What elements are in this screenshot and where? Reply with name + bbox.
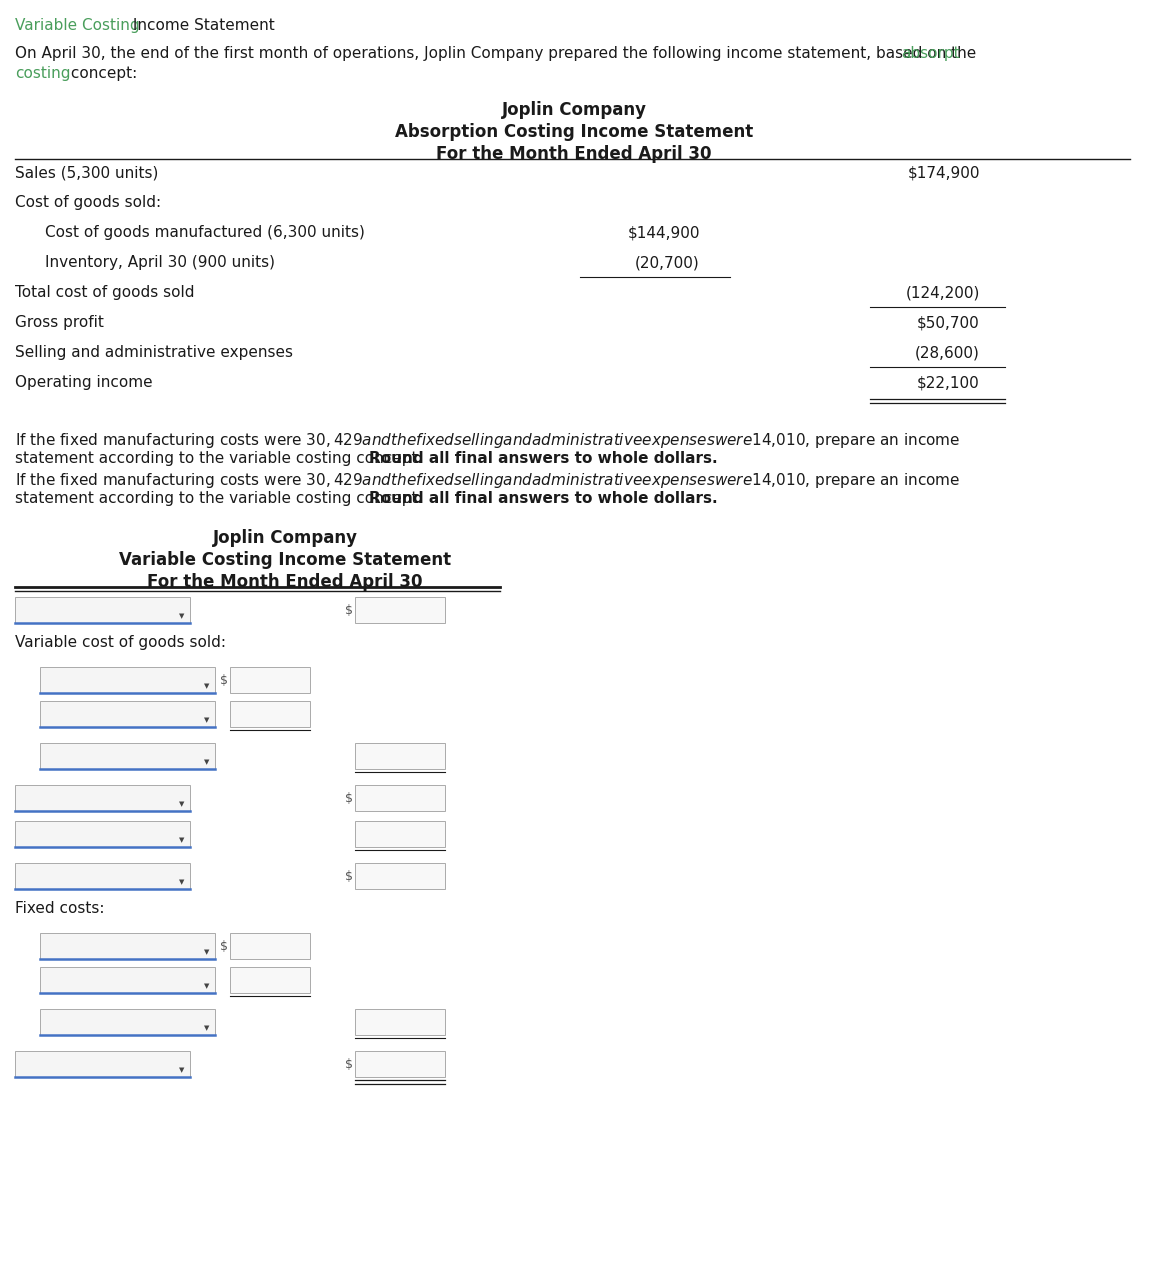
Text: Fixed costs:: Fixed costs:: [15, 901, 105, 916]
Text: absorpt: absorpt: [901, 46, 959, 61]
Bar: [40, 742, 215, 769]
Text: $144,900: $144,900: [627, 225, 700, 241]
Bar: [230, 667, 310, 692]
Bar: [230, 933, 310, 959]
Text: On April 30, the end of the first month of operations, Joplin Company prepared t: On April 30, the end of the first month …: [15, 46, 981, 61]
Bar: [40, 1009, 215, 1036]
Text: Inventory, April 30 (900 units): Inventory, April 30 (900 units): [45, 255, 275, 270]
Bar: [15, 820, 190, 847]
Bar: [15, 863, 190, 890]
Bar: [230, 701, 310, 727]
Text: (124,200): (124,200): [905, 285, 980, 300]
Text: concept:: concept:: [65, 67, 137, 81]
Text: Variable Costing Income Statement: Variable Costing Income Statement: [119, 550, 452, 570]
Text: $: $: [345, 791, 353, 805]
Text: $174,900: $174,900: [908, 165, 980, 180]
Text: Round all final answers to whole dollars.: Round all final answers to whole dollars…: [369, 451, 718, 466]
Text: ▼: ▼: [179, 1068, 185, 1073]
Text: Variable cost of goods sold:: Variable cost of goods sold:: [15, 635, 226, 650]
Text: statement according to the variable costing concept.: statement according to the variable cost…: [15, 451, 427, 466]
Bar: [40, 667, 215, 692]
Bar: [15, 785, 190, 812]
Bar: [355, 1051, 445, 1076]
Text: $: $: [345, 1057, 353, 1070]
Text: Round all final answers to whole dollars.: Round all final answers to whole dollars…: [369, 492, 718, 506]
Text: $: $: [219, 940, 228, 952]
Text: (20,700): (20,700): [635, 255, 700, 270]
Bar: [230, 966, 310, 993]
Text: statement according to the variable costing concept.: statement according to the variable cost…: [15, 492, 427, 506]
Text: Total cost of goods sold: Total cost of goods sold: [15, 285, 194, 300]
Text: Selling and administrative expenses: Selling and administrative expenses: [15, 346, 293, 360]
Text: ▼: ▼: [205, 684, 209, 689]
Bar: [15, 596, 190, 623]
Bar: [15, 1051, 190, 1076]
Bar: [355, 1009, 445, 1036]
Text: ▼: ▼: [205, 759, 209, 765]
Text: Cost of goods manufactured (6,300 units): Cost of goods manufactured (6,300 units): [45, 225, 365, 241]
Text: Absorption Costing Income Statement: Absorption Costing Income Statement: [395, 123, 753, 141]
Bar: [355, 863, 445, 890]
Text: Sales (5,300 units): Sales (5,300 units): [15, 165, 159, 180]
Text: $: $: [345, 603, 353, 617]
Text: costing: costing: [15, 67, 70, 81]
Bar: [40, 966, 215, 993]
Text: Variable Costing: Variable Costing: [15, 18, 140, 33]
Text: ▼: ▼: [179, 837, 185, 844]
Text: For the Month Ended April 30: For the Month Ended April 30: [147, 573, 423, 591]
Bar: [355, 785, 445, 812]
Text: ▼: ▼: [205, 983, 209, 989]
Text: $: $: [219, 673, 228, 686]
Text: ▼: ▼: [205, 1025, 209, 1030]
Text: $50,700: $50,700: [917, 315, 980, 330]
Text: Joplin Company: Joplin Company: [213, 529, 357, 547]
Bar: [40, 933, 215, 959]
Text: $: $: [345, 869, 353, 882]
Text: Income Statement: Income Statement: [128, 18, 275, 33]
Text: ▼: ▼: [179, 879, 185, 884]
Text: Gross profit: Gross profit: [15, 315, 103, 330]
Text: ▼: ▼: [179, 801, 185, 806]
Text: $22,100: $22,100: [917, 375, 980, 390]
Text: If the fixed manufacturing costs were $30,429 and the fixed selling and administ: If the fixed manufacturing costs were $3…: [15, 431, 961, 451]
Bar: [355, 596, 445, 623]
Text: For the Month Ended April 30: For the Month Ended April 30: [437, 145, 711, 163]
Text: ▼: ▼: [205, 717, 209, 723]
Bar: [355, 820, 445, 847]
Text: ▼: ▼: [205, 948, 209, 955]
Text: (28,600): (28,600): [915, 346, 980, 360]
Text: Operating income: Operating income: [15, 375, 153, 390]
Text: Joplin Company: Joplin Company: [501, 101, 647, 119]
Bar: [40, 701, 215, 727]
Bar: [355, 742, 445, 769]
Text: ▼: ▼: [179, 613, 185, 620]
Text: If the fixed manufacturing costs were $30,429 and the fixed selling and administ: If the fixed manufacturing costs were $3…: [15, 471, 961, 490]
Text: Cost of goods sold:: Cost of goods sold:: [15, 195, 161, 210]
